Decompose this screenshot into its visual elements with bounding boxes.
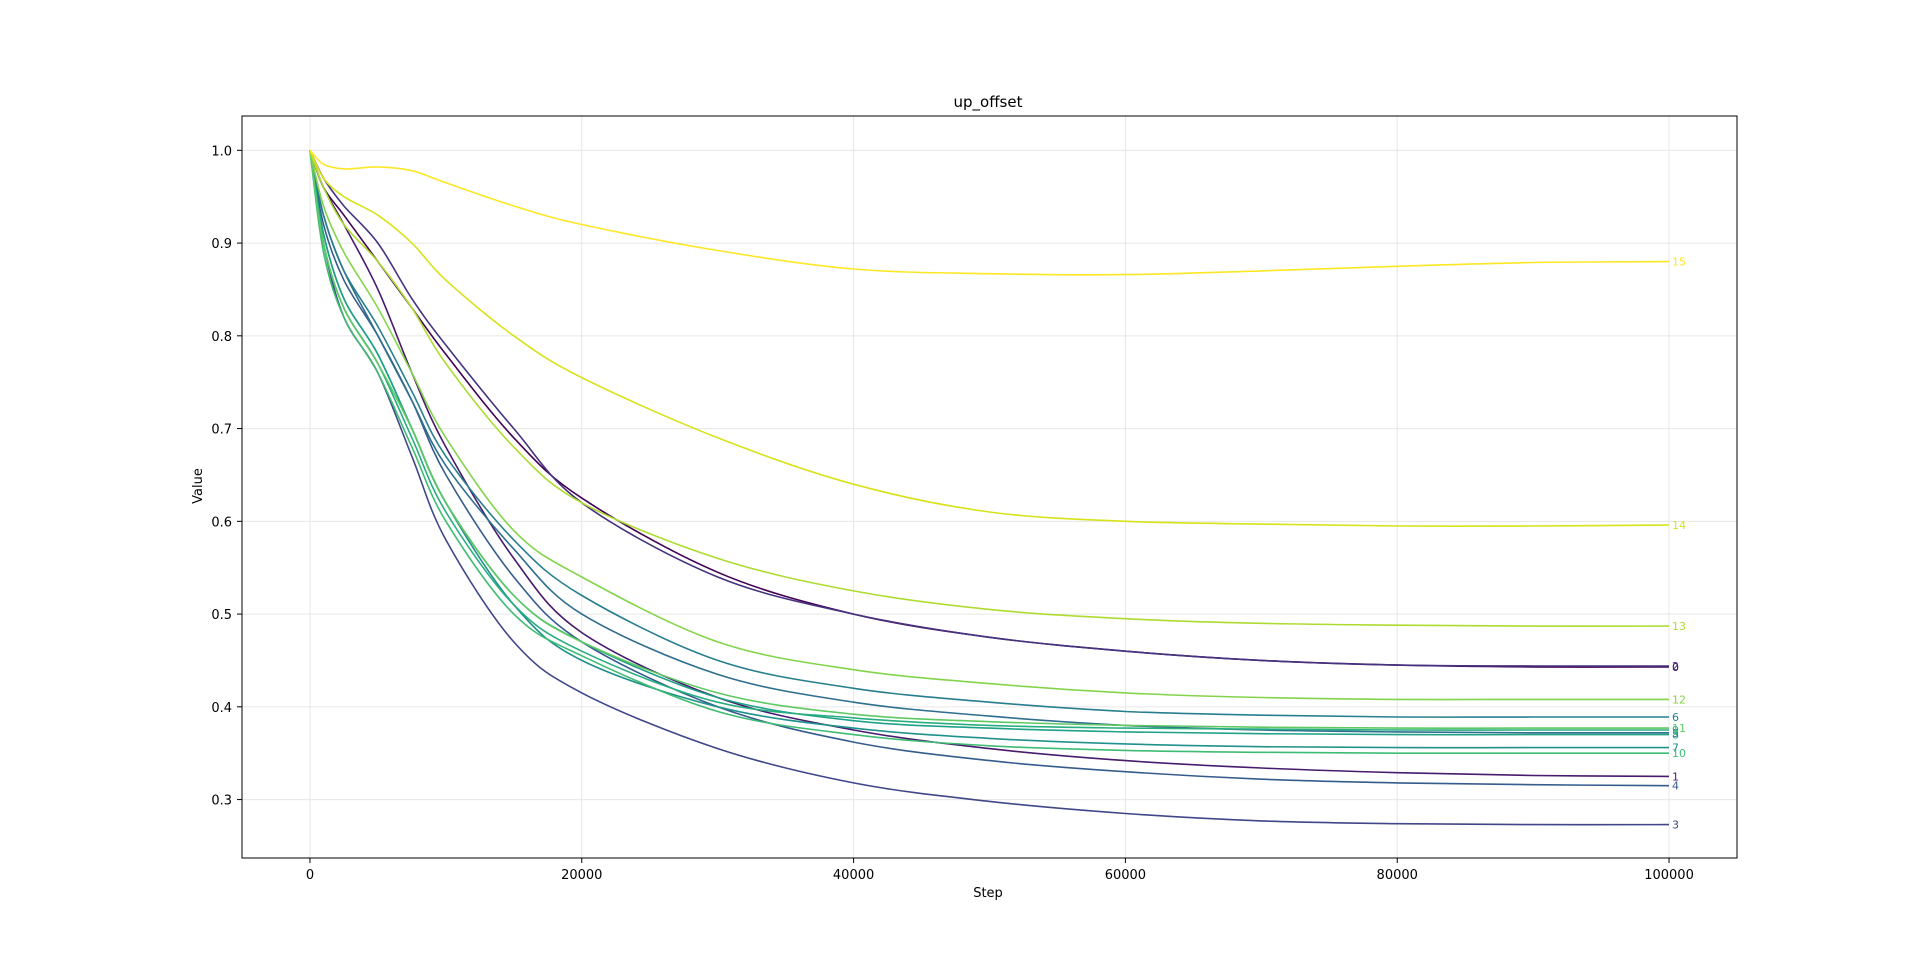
series-line-4: [309, 150, 1670, 787]
y-axis: 0.3 0.4 0.5 0.6 0.7 0.8 0.9 1.0: [211, 144, 242, 809]
series-end-label-12: 12: [1672, 693, 1686, 706]
series-end-label-4: 4: [1672, 780, 1679, 793]
y-tick-label: 1.0: [211, 144, 232, 159]
series-end-label-9: 9: [1672, 724, 1679, 737]
series-end-label-2: 2: [1672, 660, 1679, 673]
y-tick-label: 0.8: [211, 330, 232, 345]
x-axis-label: Step: [973, 886, 1003, 901]
series-line-10: [309, 150, 1669, 755]
y-tick-label: 0.9: [211, 237, 232, 252]
series-line-1: [309, 150, 1670, 778]
series-end-label-11: 11: [1672, 722, 1686, 735]
series-layer: [309, 149, 1670, 826]
series-end-label-10: 10: [1672, 747, 1686, 760]
x-tick-label: 100000: [1644, 868, 1694, 883]
series-line-15: [309, 149, 1670, 276]
y-tick-label: 0.4: [211, 701, 232, 716]
series-end-label-14: 14: [1672, 519, 1686, 532]
series-line-3: [309, 150, 1670, 826]
x-tick-label: 60000: [1105, 868, 1146, 883]
y-tick-label: 0.7: [211, 423, 232, 438]
series-end-label-7: 7: [1672, 742, 1679, 755]
chart-title: up_offset: [954, 93, 1023, 112]
x-tick-label: 80000: [1377, 868, 1418, 883]
series-end-label-0: 0: [1672, 661, 1679, 674]
series-line-2: [309, 149, 1670, 667]
y-tick-label: 0.3: [211, 794, 232, 809]
series-line-14: [309, 149, 1670, 527]
series-line-11: [309, 150, 1669, 729]
series-line-7: [309, 150, 1669, 749]
series-line-12: [309, 150, 1669, 701]
series-line-13: [309, 150, 1670, 627]
series-end-label-6: 6: [1672, 711, 1679, 724]
series-line-8: [309, 150, 1669, 736]
x-tick-label: 0: [306, 868, 314, 883]
x-axis: 0 20000 40000 60000 80000 100000: [306, 858, 1694, 883]
series-line-6: [309, 150, 1669, 718]
series-line-5: [309, 150, 1670, 734]
x-tick-label: 20000: [561, 868, 602, 883]
series-line-0: [309, 150, 1670, 668]
series-end-label-3: 3: [1672, 819, 1679, 832]
series-end-label-8: 8: [1672, 729, 1679, 742]
series-end-label-15: 15: [1672, 256, 1686, 269]
x-tick-label: 40000: [833, 868, 874, 883]
y-axis-label: Value: [191, 468, 206, 504]
series-end-label-13: 13: [1672, 620, 1686, 633]
grid: [242, 116, 1737, 858]
series-end-label-5: 5: [1672, 727, 1679, 740]
y-tick-label: 0.5: [211, 608, 232, 623]
plot-frame: [241, 115, 1738, 859]
y-tick-label: 0.6: [211, 515, 232, 530]
series-end-label-1: 1: [1672, 770, 1679, 783]
